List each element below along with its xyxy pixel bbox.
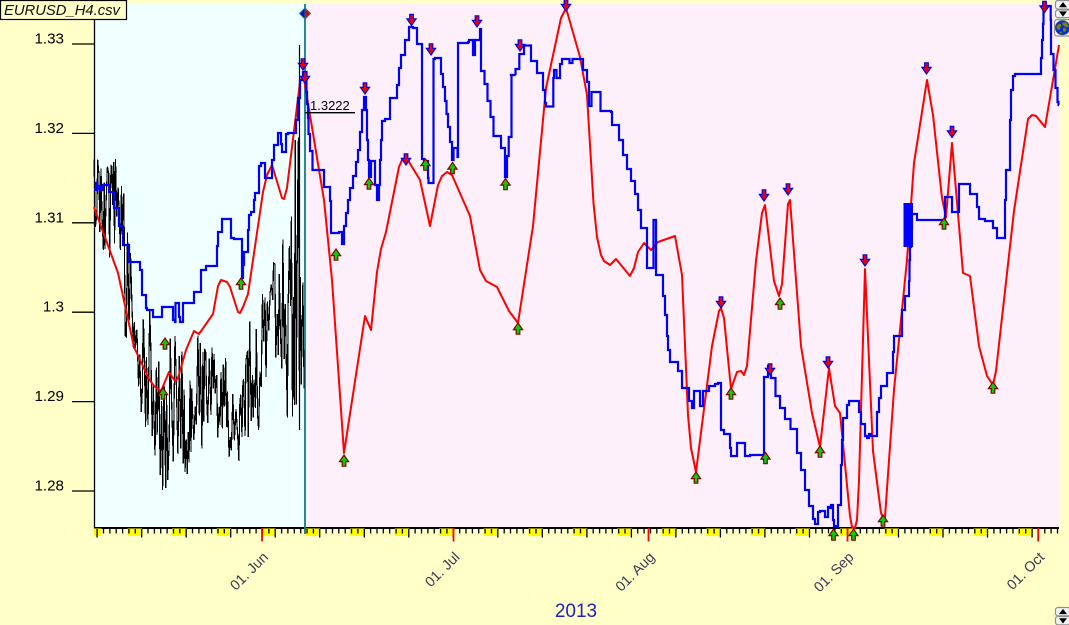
svg-text:1.31: 1.31	[34, 209, 64, 226]
svg-text:1.33: 1.33	[34, 31, 64, 48]
svg-text:1.3222: 1.3222	[310, 98, 350, 113]
svg-text:1.3: 1.3	[43, 299, 64, 316]
svg-text:EURUSD_H4.csv: EURUSD_H4.csv	[4, 3, 122, 19]
svg-text:1.28: 1.28	[34, 478, 64, 495]
svg-text:1.32: 1.32	[34, 120, 64, 137]
svg-text:1.29: 1.29	[34, 388, 64, 405]
svg-text:2013: 2013	[555, 601, 597, 622]
